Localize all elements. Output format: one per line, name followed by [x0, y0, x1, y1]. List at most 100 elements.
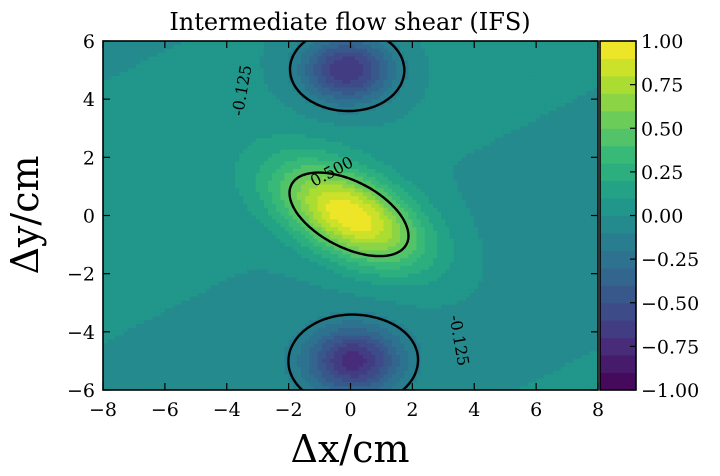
- contour-fill-cell: [243, 103, 248, 108]
- contour-fill-cell: [334, 118, 339, 124]
- contour-fill-cell: [309, 64, 314, 69]
- contour-fill-cell: [395, 145, 401, 151]
- contour-fill-cell: [511, 72, 517, 77]
- contour-fill-cell: [131, 52, 137, 58]
- contour-fill-cell: [152, 106, 158, 112]
- contour-fill-cell: [404, 196, 409, 201]
- contour-fill-cell: [296, 99, 302, 104]
- contour-fill-cell: [111, 149, 116, 155]
- contour-fill-cell: [148, 44, 154, 50]
- contour-fill-cell: [490, 165, 496, 170]
- contour-fill-cell: [470, 134, 475, 139]
- contour-fill-cell: [103, 87, 108, 93]
- contour-fill-cell: [173, 52, 178, 58]
- contour-fill-cell: [577, 137, 583, 143]
- contour-fill-cell: [292, 141, 298, 147]
- contour-fill-cell: [334, 60, 339, 65]
- contour-fill-cell: [329, 95, 335, 100]
- contour-fill-cell: [164, 110, 170, 116]
- contour-fill-cell: [136, 87, 141, 93]
- contour-fill-cell: [152, 149, 158, 155]
- contour-fill-cell: [367, 145, 372, 151]
- contour-fill-cell: [325, 64, 331, 69]
- contour-fill-cell: [301, 126, 306, 131]
- contour-fill-cell: [383, 103, 389, 108]
- contour-fill-cell: [362, 79, 368, 85]
- contour-fill-cell: [420, 165, 426, 170]
- contour-fill-cell: [313, 196, 319, 201]
- contour-fill-cell: [342, 153, 347, 158]
- contour-fill-cell: [466, 41, 471, 46]
- contour-fill-cell: [416, 87, 422, 93]
- contour-fill-cell: [296, 168, 302, 174]
- contour-fill-cell: [433, 99, 438, 104]
- contour-fill-cell: [499, 172, 504, 178]
- contour-fill-cell: [218, 56, 224, 61]
- contour-fill-cell: [391, 157, 397, 162]
- contour-fill-cell: [379, 79, 385, 85]
- contour-fill-cell: [342, 110, 347, 116]
- contour-fill-cell: [523, 141, 529, 147]
- contour-fill-cell: [329, 161, 335, 166]
- contour-fill-cell: [123, 110, 129, 116]
- contour-fill-cell: [474, 64, 479, 69]
- contour-fill-cell: [527, 192, 533, 197]
- contour-fill-cell: [527, 64, 533, 69]
- contour-fill-cell: [412, 75, 418, 81]
- contour-fill-cell: [478, 99, 484, 104]
- contour-fill-cell: [140, 122, 145, 127]
- contour-fill-cell: [577, 48, 583, 54]
- contour-fill-cell: [164, 196, 170, 201]
- contour-fill-cell: [148, 91, 154, 96]
- contour-fill-cell: [499, 180, 504, 186]
- contour-fill-cell: [115, 91, 121, 96]
- contour-fill-cell: [346, 157, 352, 162]
- contour-fill-cell: [350, 95, 356, 100]
- contour-fill-cell: [177, 56, 182, 61]
- contour-fill-cell: [193, 118, 199, 124]
- contour-fill-cell: [474, 83, 479, 89]
- contour-fill-cell: [247, 126, 253, 131]
- contour-fill-cell: [296, 145, 302, 151]
- contour-fill-cell: [544, 137, 550, 143]
- contour-fill-cell: [577, 110, 583, 116]
- contour-fill-cell: [185, 79, 191, 85]
- contour-fill-cell: [391, 106, 397, 112]
- contour-fill-cell: [292, 153, 298, 158]
- contour-fill-cell: [404, 180, 409, 186]
- contour-fill-cell: [503, 172, 508, 178]
- contour-fill-cell: [383, 122, 389, 127]
- contour-fill-cell: [486, 122, 492, 127]
- contour-fill-cell: [350, 83, 356, 89]
- contour-fill-cell: [527, 56, 533, 61]
- contour-fill-cell: [577, 95, 583, 100]
- contour-fill-cell: [107, 41, 112, 46]
- contour-fill-cell: [259, 168, 265, 174]
- contour-fill-cell: [173, 87, 178, 93]
- contour-fill-cell: [474, 130, 479, 135]
- contour-fill-cell: [482, 44, 488, 50]
- contour-fill-cell: [268, 99, 273, 104]
- contour-fill-cell: [210, 118, 215, 124]
- contour-fill-cell: [433, 168, 438, 174]
- contour-fill-cell: [503, 196, 508, 201]
- contour-fill-cell: [210, 165, 215, 170]
- contour-fill-cell: [565, 75, 570, 81]
- contour-fill-cell: [185, 118, 191, 124]
- contour-fill-cell: [577, 114, 583, 120]
- contour-fill-cell: [325, 48, 331, 54]
- contour-fill-cell: [503, 130, 508, 135]
- contour-fill-cell: [552, 172, 558, 178]
- contour-fill-cell: [569, 188, 574, 193]
- contour-fill-cell: [573, 60, 578, 65]
- contour-fill-cell: [556, 83, 562, 89]
- contour-fill-cell: [556, 72, 562, 77]
- contour-fill-cell: [255, 79, 261, 85]
- contour-fill-cell: [387, 52, 393, 58]
- contour-fill-cell: [383, 184, 389, 189]
- contour-fill-cell: [449, 72, 455, 77]
- contour-fill-cell: [222, 192, 228, 197]
- contour-fill-cell: [449, 180, 455, 186]
- contour-fill-cell: [482, 87, 488, 93]
- contour-fill-cell: [103, 137, 108, 143]
